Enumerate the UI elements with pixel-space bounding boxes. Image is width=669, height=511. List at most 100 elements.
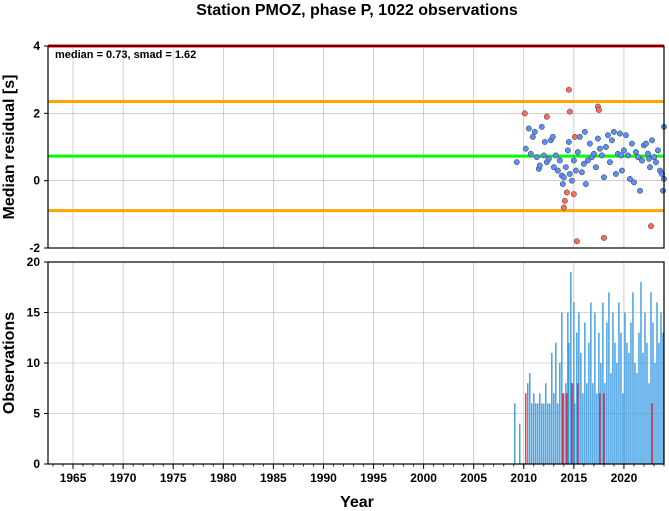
observation-bar — [586, 383, 588, 464]
residual-point — [602, 144, 609, 150]
observation-bar — [656, 302, 658, 464]
observation-bar — [527, 383, 529, 464]
observation-bar — [537, 403, 539, 464]
residual-y-tick-label: 0 — [33, 174, 40, 188]
observation-bar — [654, 363, 656, 464]
residual-point — [620, 147, 627, 154]
residual-point — [580, 160, 587, 167]
observation-bar — [559, 363, 561, 464]
observation-bar — [570, 272, 572, 464]
residual-point — [624, 152, 631, 159]
observation-bar — [628, 352, 630, 464]
residual-point — [626, 176, 633, 182]
year-tick-label: 1985 — [260, 471, 287, 485]
observation-bar — [573, 302, 575, 464]
residual-point — [578, 169, 585, 176]
observation-bar — [547, 403, 549, 464]
observations-y-axis-label: Observations — [1, 312, 18, 414]
residual-point — [648, 223, 654, 230]
observation-bar — [600, 363, 602, 464]
observation-bar — [533, 393, 535, 464]
observations-y-ticks: 0 5 10 15 20 — [27, 255, 48, 471]
observation-bar — [572, 383, 574, 464]
residual-point — [576, 133, 583, 140]
observations-y-tick-label: 15 — [27, 306, 41, 320]
observations-y-tick-label: 10 — [27, 356, 41, 370]
observation-bar — [660, 312, 662, 464]
residual-point — [570, 157, 577, 164]
observation-bar — [612, 312, 614, 464]
observation-bar — [565, 383, 567, 464]
observation-bar — [604, 383, 606, 464]
year-tick-label: 1970 — [110, 471, 137, 485]
observation-bar — [529, 373, 531, 464]
observation-bar — [590, 302, 592, 464]
observation-bar — [630, 322, 632, 464]
observation-bar — [576, 332, 578, 464]
residual-point — [554, 167, 561, 174]
observation-bar — [543, 403, 545, 464]
x-axis-label: Year — [340, 494, 374, 511]
residual-point — [655, 147, 661, 154]
residual-point — [566, 108, 573, 115]
residual-panel-frame — [47, 45, 665, 249]
residual-point — [513, 159, 520, 166]
observation-bar — [622, 393, 624, 464]
residual-point — [573, 238, 580, 245]
residual-point — [533, 154, 540, 161]
residual-point — [538, 123, 545, 130]
residual-point — [561, 197, 568, 204]
observation-bar — [555, 342, 557, 464]
observation-bar — [636, 373, 638, 464]
observation-bar — [514, 403, 516, 464]
residual-point — [563, 189, 570, 196]
observation-bar — [580, 352, 582, 464]
residual-point — [540, 152, 547, 159]
residual-point — [618, 167, 625, 174]
residual-point — [651, 154, 657, 161]
residual-point — [550, 164, 557, 171]
observation-bar — [596, 393, 598, 464]
residual-grid — [48, 45, 664, 249]
residual-point — [586, 140, 593, 147]
year-tick-label: 1965 — [60, 471, 87, 485]
year-tick-label: 2015 — [561, 471, 588, 485]
observation-bar — [563, 393, 565, 464]
residual-points — [513, 86, 667, 245]
residual-point — [645, 150, 651, 157]
residual-point — [531, 128, 538, 135]
residual-point — [635, 154, 641, 161]
residual-point — [568, 177, 575, 184]
stats-annotation: median = 0.73, smad = 1.62 — [55, 49, 196, 61]
residual-point — [612, 170, 619, 177]
residual-point — [594, 135, 601, 142]
residual-point — [574, 149, 581, 156]
observation-bar — [658, 342, 660, 464]
observation-bar — [539, 393, 541, 464]
observation-bar — [652, 322, 654, 464]
observation-bar — [535, 403, 537, 464]
residual-point — [543, 113, 550, 120]
residual-point — [606, 159, 613, 166]
observation-bar — [640, 282, 642, 464]
observation-bar — [598, 332, 600, 464]
observation-bar — [562, 393, 564, 464]
residual-point — [560, 174, 567, 181]
residual-point — [570, 191, 577, 198]
year-tick-label: 1990 — [310, 471, 337, 485]
observation-bar — [634, 363, 636, 464]
residual-point — [582, 181, 589, 187]
observation-bar — [614, 342, 616, 464]
residual-point — [527, 150, 534, 157]
residual-point — [560, 204, 567, 211]
residual-y-tick-label: 4 — [33, 39, 40, 53]
residual-point — [660, 187, 666, 194]
observation-bar — [592, 383, 594, 464]
residual-point — [631, 179, 637, 186]
observation-bar — [642, 352, 644, 464]
year-x-ticks: 1965 1970 1975 1980 1985 1990 1995 2000 2005 2010… — [52, 464, 665, 485]
observation-bar — [650, 292, 652, 464]
residual-point — [571, 133, 578, 140]
observation-bar — [567, 312, 569, 464]
residual-point — [628, 140, 635, 147]
